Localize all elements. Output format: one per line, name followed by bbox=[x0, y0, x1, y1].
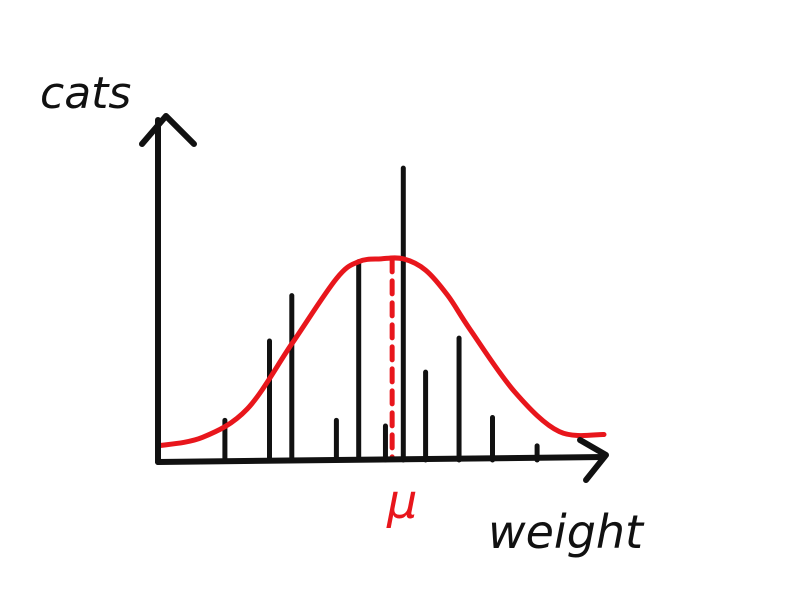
x-axis bbox=[155, 454, 607, 465]
y-axis-label: cats bbox=[40, 68, 131, 119]
mean-label: μ bbox=[386, 474, 418, 530]
distribution-curve bbox=[155, 255, 607, 449]
y-axis-arrowhead bbox=[139, 113, 197, 147]
x-axis-label: weight bbox=[488, 505, 645, 559]
bars-group bbox=[222, 165, 540, 463]
x-axis-arrowhead bbox=[577, 437, 609, 483]
